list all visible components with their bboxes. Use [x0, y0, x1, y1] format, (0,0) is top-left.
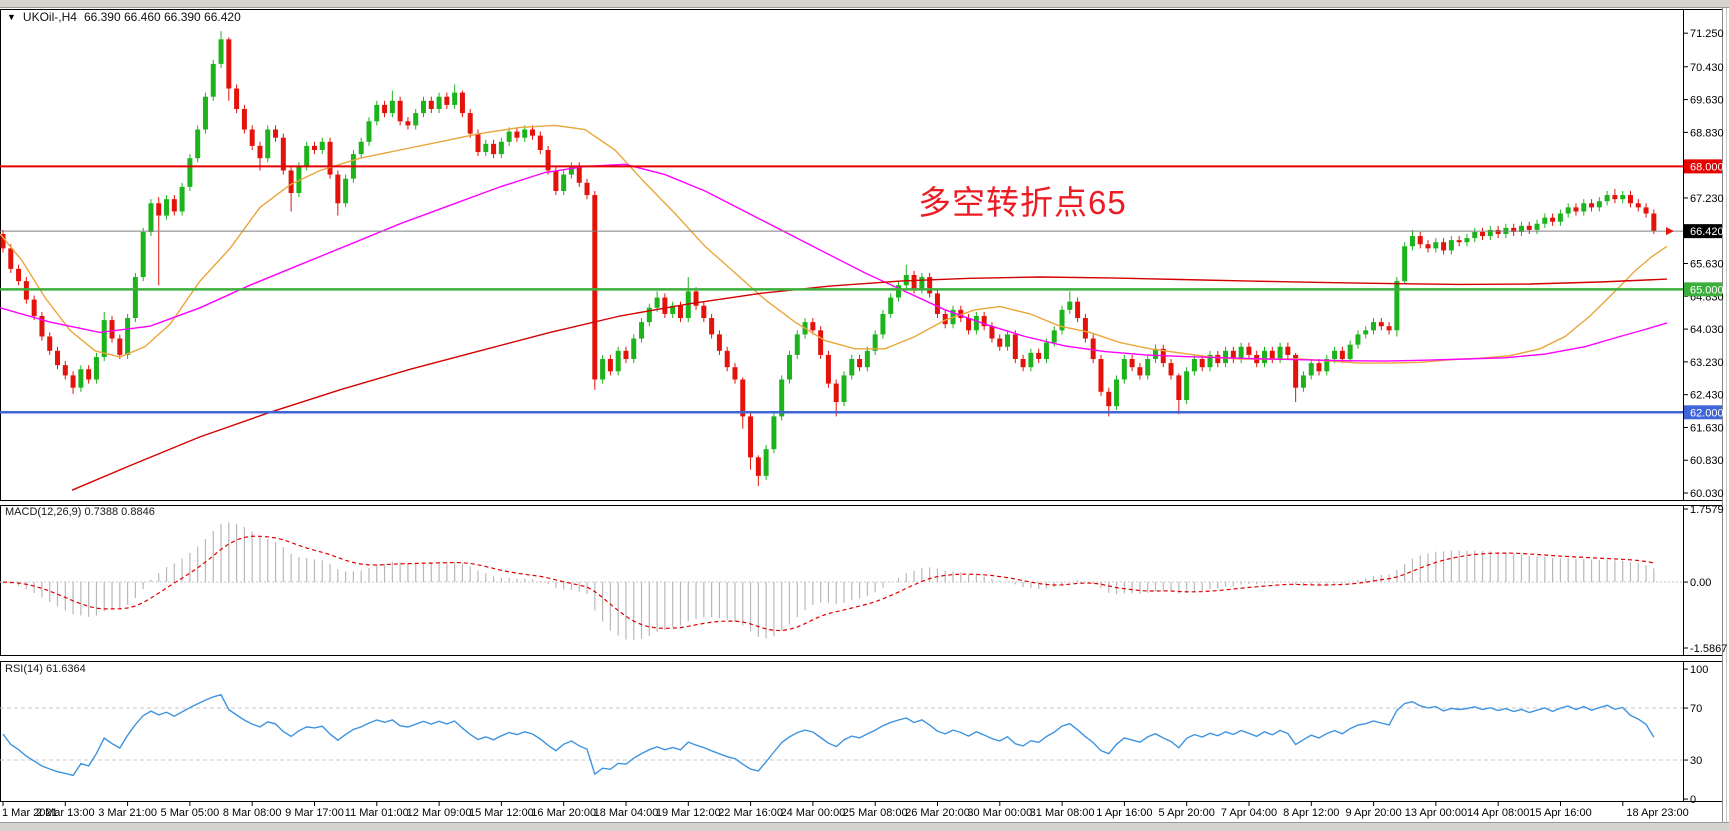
svg-text:0: 0 [1690, 794, 1696, 806]
symbol-dropdown-icon[interactable]: ▼ [7, 12, 16, 22]
chart-text-annotation: 多空转折点65 [918, 184, 1127, 221]
symbol-period-label: UKOil-,H4 [22, 10, 77, 24]
svg-text:68.830: 68.830 [1690, 127, 1724, 139]
ma-fast-orange [0, 124, 1668, 364]
svg-text:70.430: 70.430 [1690, 62, 1724, 74]
svg-text:60.030: 60.030 [1690, 488, 1724, 500]
macd-panel: 1.7579 0.00 -1.5867 [0, 504, 1727, 655]
svg-text:66.420: 66.420 [1690, 226, 1724, 238]
svg-text:71.250: 71.250 [1690, 28, 1724, 40]
svg-text:22 Mar 16:00: 22 Mar 16:00 [718, 807, 783, 819]
svg-text:12 Mar 09:00: 12 Mar 09:00 [407, 807, 472, 819]
svg-text:1.7579: 1.7579 [1690, 504, 1724, 516]
svg-text:65.630: 65.630 [1690, 259, 1724, 271]
svg-text:18 Apr 23:00: 18 Apr 23:00 [1626, 807, 1688, 819]
svg-text:18 Mar 04:00: 18 Mar 04:00 [594, 807, 659, 819]
svg-text:60.830: 60.830 [1690, 455, 1724, 467]
svg-text:64.030: 64.030 [1690, 324, 1724, 336]
svg-text:69.630: 69.630 [1690, 95, 1724, 107]
macd-indicator-label: MACD(12,26,9) 0.7388 0.8846 [5, 506, 155, 518]
moving-average-lines [0, 124, 1668, 491]
chart-title-bar: ▼ UKOil-,H4 66.390 66.460 66.390 66.420 [7, 10, 241, 24]
svg-text:14 Apr 08:00: 14 Apr 08:00 [1467, 807, 1529, 819]
svg-text:26 Mar 20:00: 26 Mar 20:00 [905, 807, 970, 819]
svg-text:9 Apr 20:00: 9 Apr 20:00 [1345, 807, 1401, 819]
svg-text:61.630: 61.630 [1690, 422, 1724, 434]
svg-text:5 Apr 20:00: 5 Apr 20:00 [1159, 807, 1215, 819]
svg-text:13 Apr 00:00: 13 Apr 00:00 [1405, 807, 1467, 819]
ma-mid-magenta [0, 163, 1668, 362]
rsi-line [2, 693, 1655, 777]
price-axis[interactable]: 71.25070.43069.63068.83067.23065.63064.8… [1684, 28, 1724, 500]
svg-text:11 Mar 01:00: 11 Mar 01:00 [345, 807, 409, 819]
svg-text:15 Mar 12:00: 15 Mar 12:00 [469, 807, 534, 819]
svg-text:9 Mar 17:00: 9 Mar 17:00 [285, 807, 344, 819]
svg-text:1 Mar 2021: 1 Mar 2021 [2, 807, 58, 819]
svg-text:25 Mar 08:00: 25 Mar 08:00 [843, 807, 908, 819]
svg-text:5 Mar 05:00: 5 Mar 05:00 [161, 807, 220, 819]
top-window-strip [0, 0, 1729, 8]
ma-slow-red [71, 276, 1668, 491]
svg-text:30 Mar 00:00: 30 Mar 00:00 [967, 807, 1032, 819]
svg-text:8 Mar 08:00: 8 Mar 08:00 [223, 807, 282, 819]
svg-text:70: 70 [1690, 703, 1702, 715]
rsi-panel: 100 70 30 0 [0, 664, 1708, 806]
svg-text:3 Mar 21:00: 3 Mar 21:00 [98, 807, 157, 819]
svg-text:62.000: 62.000 [1690, 407, 1724, 419]
svg-text:100: 100 [1690, 664, 1708, 676]
svg-text:7 Apr 04:00: 7 Apr 04:00 [1221, 807, 1277, 819]
svg-text:-1.5867: -1.5867 [1690, 643, 1727, 655]
svg-text:31 Mar 08:00: 31 Mar 08:00 [1030, 807, 1095, 819]
rsi-indicator-label: RSI(14) 61.6364 [5, 663, 86, 675]
horizontal-level-lines [0, 165, 1683, 414]
svg-text:19 Mar 12:00: 19 Mar 12:00 [656, 807, 721, 819]
svg-text:63.230: 63.230 [1690, 357, 1724, 369]
svg-text:2 Mar 13:00: 2 Mar 13:00 [36, 807, 95, 819]
quote-ohlc-label: 66.390 66.460 66.390 66.420 [83, 10, 241, 24]
svg-text:16 Mar 20:00: 16 Mar 20:00 [531, 807, 596, 819]
svg-text:62.430: 62.430 [1690, 390, 1724, 402]
last-price-arrow-icon [1666, 227, 1674, 236]
svg-text:15 Apr 16:00: 15 Apr 16:00 [1529, 807, 1591, 819]
svg-text:1 Apr 16:00: 1 Apr 16:00 [1096, 807, 1152, 819]
svg-text:24 Mar 00:00: 24 Mar 00:00 [780, 807, 845, 819]
candles [0, 31, 1657, 487]
svg-text:67.230: 67.230 [1690, 193, 1724, 205]
svg-text:8 Apr 12:00: 8 Apr 12:00 [1283, 807, 1339, 819]
svg-text:0.00: 0.00 [1690, 577, 1711, 589]
svg-text:65.000: 65.000 [1690, 284, 1724, 296]
bottom-window-strip [0, 822, 1729, 831]
svg-text:30: 30 [1690, 755, 1702, 767]
svg-text:68.000: 68.000 [1690, 161, 1724, 173]
